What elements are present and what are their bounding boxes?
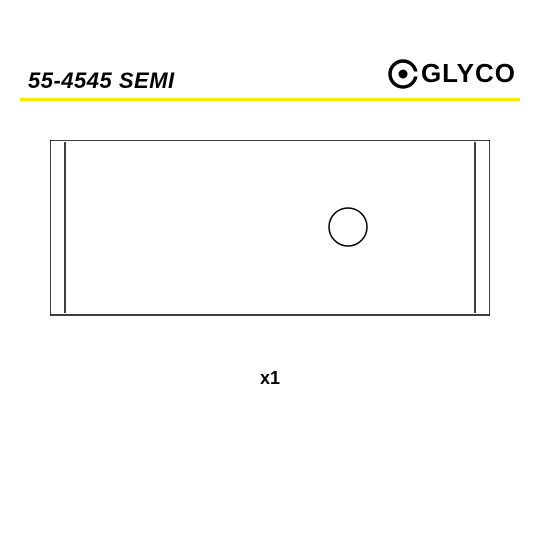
header-divider xyxy=(20,98,520,101)
glyco-icon xyxy=(388,59,418,89)
drawing-hole xyxy=(329,208,367,246)
part-number: 55-4545 SEMI xyxy=(28,68,175,94)
product-card: 55-4545 SEMI GLYCO x1 xyxy=(0,0,540,540)
brand-text: GLYCO xyxy=(421,58,516,89)
technical-drawing xyxy=(50,140,490,320)
quantity-label: x1 xyxy=(0,368,540,389)
drawing-rect xyxy=(50,140,490,315)
brand-logo: GLYCO xyxy=(388,58,516,89)
